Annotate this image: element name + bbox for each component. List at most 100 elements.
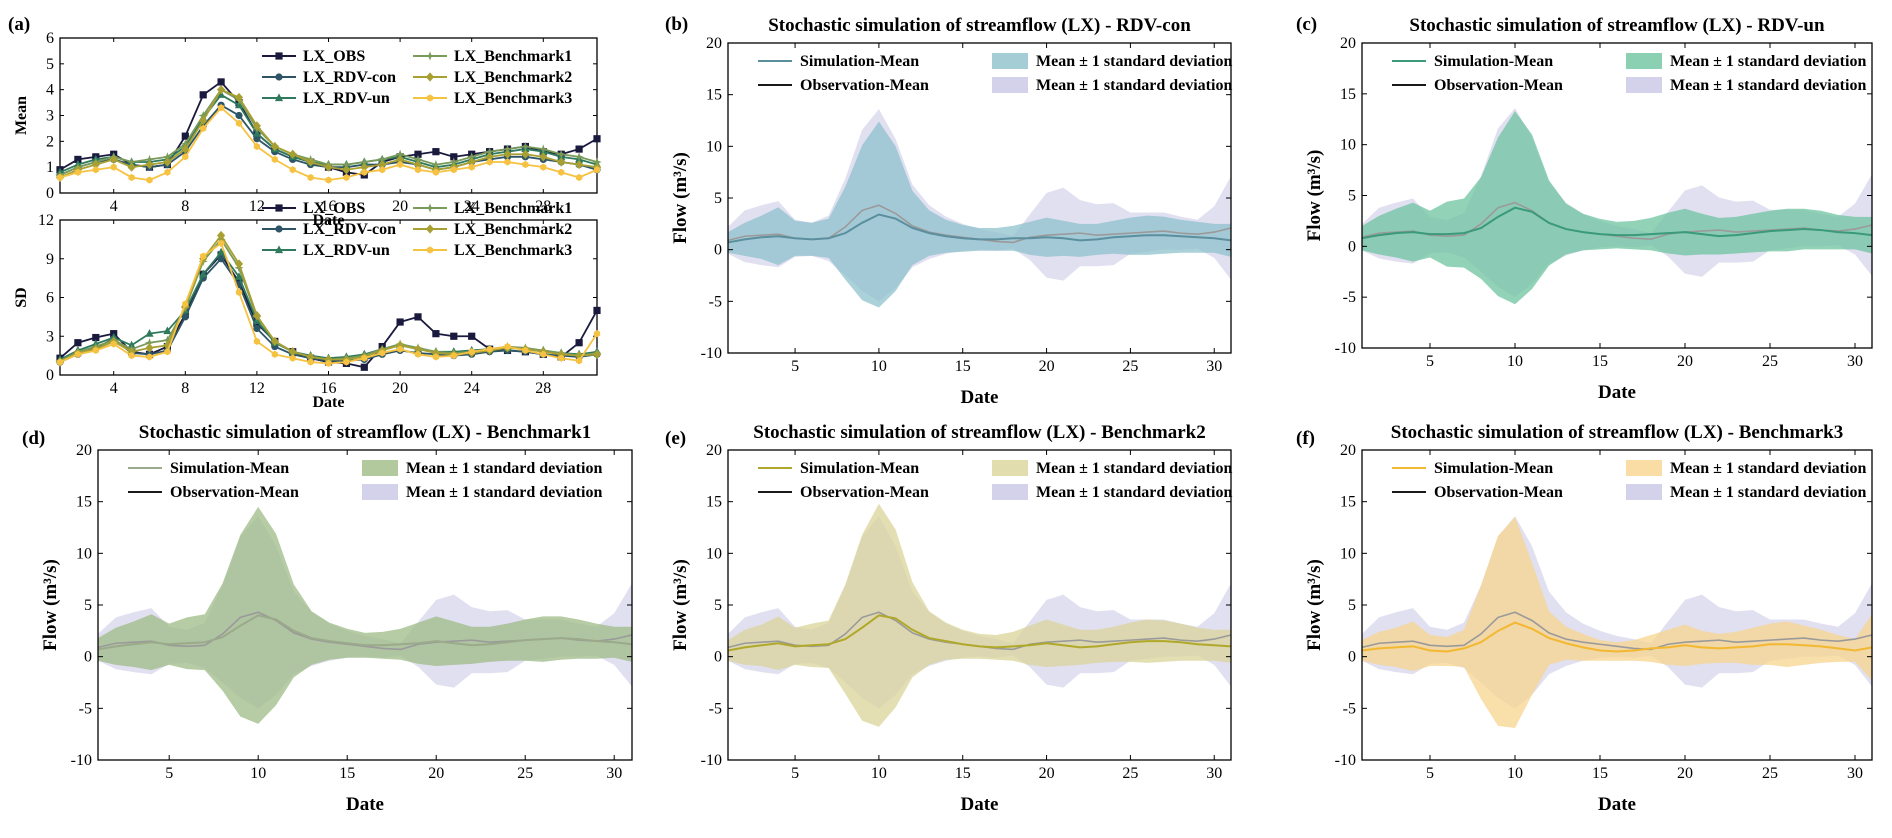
x-tick-label: 20: [1677, 353, 1693, 370]
data-point: [520, 141, 530, 152]
y-tick-label: 5: [1348, 597, 1356, 614]
y-tick-label: 5: [84, 597, 92, 614]
data-point: [359, 157, 369, 167]
data-point: [593, 135, 601, 143]
data-point: [253, 135, 261, 143]
legend-label: LX_RDV-con: [303, 69, 396, 86]
data-point: [426, 94, 434, 102]
data-point: [413, 344, 423, 354]
observation-sd-band: [728, 516, 1231, 709]
data-point: [270, 336, 279, 347]
x-tick-label: 10: [871, 358, 887, 375]
data-point: [341, 159, 351, 170]
y-tick-label: -10: [701, 345, 722, 362]
data-point: [145, 343, 154, 353]
x-tick-label: 25: [1762, 765, 1778, 782]
legend-label: Mean ± 1 standard deviation: [1036, 77, 1232, 94]
y-tick-label: -5: [1343, 700, 1356, 717]
legend-label: Mean ± 1 standard deviation: [1036, 484, 1232, 501]
data-point: [485, 152, 494, 162]
series-group-a_mean: [55, 78, 602, 184]
data-point: [234, 92, 244, 103]
x-tick-label: 20: [1039, 358, 1055, 375]
data-point: [558, 168, 565, 176]
y-tick-label: 4: [46, 82, 54, 99]
x-tick-label: 20: [1039, 765, 1055, 782]
data-point: [504, 158, 511, 166]
data-point: [307, 173, 314, 182]
observation-sd-band: [1362, 108, 1872, 298]
x-axis-title: Date: [961, 387, 999, 408]
x-tick-label: 10: [250, 765, 266, 782]
legend-label: Simulation-Mean: [800, 53, 919, 70]
y-axis-title: Mean: [13, 96, 30, 135]
legend-label: LX_OBS: [303, 48, 365, 65]
data-point: [234, 259, 244, 269]
data-point: [144, 338, 155, 348]
data-point: [575, 159, 584, 170]
y-tick-label: 15: [706, 87, 722, 104]
data-point: [288, 347, 297, 357]
legend-swatch: [992, 77, 1028, 93]
x-tick-label: 24: [464, 380, 480, 397]
x-tick-label: 20: [392, 380, 408, 397]
data-point: [592, 349, 602, 359]
y-tick-label: -10: [1335, 752, 1356, 769]
x-tick-label: 30: [1847, 353, 1863, 370]
data-point: [342, 165, 351, 175]
data-point: [109, 154, 118, 165]
data-point: [414, 150, 422, 158]
data-point: [414, 166, 422, 174]
x-tick-label: 4: [110, 380, 118, 397]
data-point: [431, 348, 440, 358]
legend: LX_OBS LX_RDV-con LX_RDV-un LX_Benchmark1 LX…: [262, 48, 572, 107]
x-axis-title: Date: [1598, 794, 1636, 815]
simulation-mean-line: [1361, 206, 1873, 240]
data-point: [288, 149, 297, 159]
legend-label: LX_Benchmark2: [454, 221, 572, 238]
data-point: [92, 166, 99, 174]
data-point: [467, 157, 476, 167]
y-tick-label: 5: [714, 190, 722, 207]
x-tick-label: 25: [1122, 765, 1138, 782]
data-point: [198, 110, 208, 121]
legend-label: Observation-Mean: [1434, 77, 1563, 94]
data-point: [162, 152, 172, 162]
legend-label: Mean ± 1 standard deviation: [1670, 484, 1866, 501]
data-point: [485, 147, 495, 157]
x-tick-label: 10: [871, 765, 887, 782]
simulation-sd-band: [1362, 111, 1872, 305]
data-point: [450, 166, 457, 174]
data-point: [432, 353, 440, 361]
data-point: [486, 158, 493, 166]
y-tick-label: 20: [706, 35, 722, 52]
legend-swatch: [992, 53, 1028, 69]
y-tick-label: 15: [706, 494, 722, 511]
data-point: [468, 163, 475, 171]
y-tick-label: 20: [706, 442, 722, 459]
y-tick-label: 9: [46, 251, 54, 268]
observation-sd-band: [1362, 516, 1872, 709]
data-point: [467, 152, 477, 162]
data-point: [360, 363, 368, 371]
x-tick-label: 20: [392, 198, 408, 215]
y-tick-label: 0: [46, 185, 54, 202]
legend-label: Mean ± 1 standard deviation: [1036, 460, 1232, 477]
data-point: [450, 153, 458, 161]
data-point: [163, 340, 172, 350]
legend-label: Mean ± 1 standard deviation: [1036, 53, 1232, 70]
data-point: [575, 173, 583, 182]
data-point: [274, 245, 284, 254]
data-point: [200, 252, 207, 260]
data-point: [74, 350, 82, 358]
axes-d: 5 10 15 20 25 30 -10 -5 0 5 10 15 20: [71, 442, 633, 782]
data-point: [396, 160, 404, 169]
legend-swatch: [362, 484, 398, 500]
data-point: [395, 149, 405, 159]
data-point: [425, 51, 435, 61]
x-tick-label: 25: [517, 765, 533, 782]
y-tick-label: -10: [71, 752, 92, 769]
y-tick-label: 20: [76, 442, 92, 459]
y-tick-label: 20: [1340, 442, 1356, 459]
